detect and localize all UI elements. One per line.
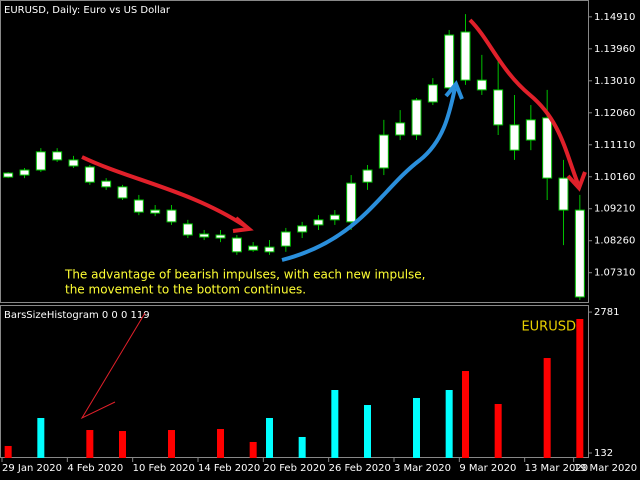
- arrow: [281, 87, 457, 262]
- candle-body: [215, 234, 226, 239]
- candle-body: [3, 172, 14, 178]
- candle-body: [525, 119, 536, 141]
- x-tick-label: 13 Mar 2020: [525, 463, 588, 474]
- chart-title: EURUSD, Daily: Euro vs US Dollar: [4, 5, 171, 16]
- y-tick-label: 1.14910: [594, 12, 635, 23]
- candle-body: [411, 99, 422, 136]
- y-tick-label: 1.09210: [594, 204, 635, 215]
- candle-body: [133, 199, 144, 213]
- candle-body: [427, 84, 438, 103]
- x-tick-label: 14 Feb 2020: [198, 463, 260, 474]
- arrow: [81, 155, 247, 228]
- histogram-bar: [364, 405, 371, 458]
- candle-body: [264, 246, 275, 253]
- histogram-bar: [462, 371, 469, 458]
- histogram-bar: [494, 403, 502, 458]
- arrow-head: [566, 171, 587, 192]
- pointer-line: [80, 312, 146, 420]
- y-tick-label: 1.12060: [594, 108, 635, 119]
- x-tick-label: 29 Jan 2020: [2, 463, 62, 474]
- histogram-bar: [217, 429, 224, 458]
- y-tick-label: 1.07310: [594, 268, 635, 279]
- candle-body: [476, 79, 487, 91]
- histogram-bar: [249, 441, 257, 458]
- x-tick-label: 9 Mar 2020: [459, 463, 516, 474]
- candle-body: [444, 34, 455, 89]
- annotation: The advantage of bearish impulses, with …: [64, 268, 425, 282]
- candle-body: [509, 124, 520, 151]
- histogram-bar: [37, 417, 45, 458]
- candle-body: [101, 180, 112, 188]
- candle-body: [493, 89, 504, 126]
- y-tick-label: 132: [594, 448, 613, 459]
- arrow-head: [444, 80, 464, 100]
- candle-body: [313, 219, 324, 226]
- histogram-bar: [331, 390, 339, 458]
- candle-body: [297, 225, 308, 233]
- arrow-head: [232, 216, 254, 233]
- candle-body: [231, 237, 242, 253]
- histogram-bar: [576, 318, 584, 458]
- histogram-bar: [86, 430, 94, 458]
- candle-body: [362, 169, 373, 183]
- candle-body: [329, 214, 340, 221]
- y-tick-label: 2781: [594, 307, 619, 318]
- histogram-bar: [413, 397, 420, 458]
- histogram-bar: [543, 358, 551, 458]
- main-frame: [0, 0, 589, 303]
- candle-body: [182, 223, 193, 236]
- histogram-bar: [168, 430, 175, 458]
- histogram-bar: [445, 390, 453, 458]
- candle-body: [378, 134, 389, 169]
- y-tick-label: 1.13960: [594, 44, 635, 55]
- x-tick-label: 19 Mar 2020: [574, 463, 637, 474]
- candle-body: [460, 31, 471, 81]
- candle-body: [280, 231, 291, 247]
- indicator-frame: [0, 305, 589, 458]
- x-tick-label: 3 Mar 2020: [394, 463, 451, 474]
- y-tick-label: 1.08260: [594, 236, 635, 247]
- y-tick-label: 1.11110: [594, 140, 635, 151]
- arrow: [468, 18, 580, 185]
- candle-body: [346, 182, 357, 223]
- candle-body: [542, 117, 553, 179]
- x-tick-label: 20 Feb 2020: [263, 463, 325, 474]
- x-tick-label: 4 Feb 2020: [67, 463, 123, 474]
- candle-body: [19, 169, 30, 176]
- y-tick-label: 1.10160: [594, 172, 635, 183]
- candle-body: [166, 209, 177, 223]
- histogram-bar: [4, 445, 12, 458]
- x-tick-label: 26 Feb 2020: [329, 463, 391, 474]
- candle-body: [574, 209, 585, 298]
- histogram-bar: [266, 417, 273, 458]
- candle-body: [395, 122, 406, 136]
- marks: [3, 14, 585, 458]
- candle-body: [68, 159, 79, 167]
- candle-body: [52, 151, 63, 161]
- histogram-bar: [298, 436, 306, 458]
- x-tick-label: 10 Feb 2020: [133, 463, 195, 474]
- symbol-label: EURUSD: [521, 320, 576, 335]
- histogram-bar: [119, 431, 126, 458]
- candle-body: [84, 166, 95, 183]
- candle-body: [199, 233, 210, 238]
- candle-body: [117, 186, 128, 199]
- indicator-title: BarsSizeHistogram 0 0 0 119: [4, 310, 150, 321]
- annotation: the movement to the bottom continues.: [65, 283, 306, 297]
- candle-body: [558, 177, 569, 211]
- candle-body: [248, 245, 259, 251]
- y-tick-label: 1.13010: [594, 76, 635, 87]
- candle-body: [150, 209, 161, 214]
- candle-body: [35, 151, 46, 171]
